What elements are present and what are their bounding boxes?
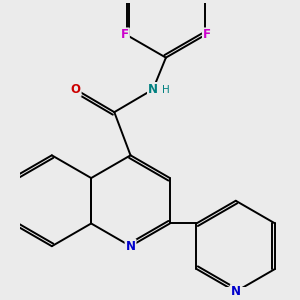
Text: O: O bbox=[71, 83, 81, 96]
Text: F: F bbox=[203, 28, 211, 41]
Text: N: N bbox=[148, 83, 158, 96]
Text: N: N bbox=[125, 240, 136, 253]
Text: F: F bbox=[121, 28, 129, 41]
Text: N: N bbox=[231, 285, 241, 298]
Text: H: H bbox=[162, 85, 170, 95]
